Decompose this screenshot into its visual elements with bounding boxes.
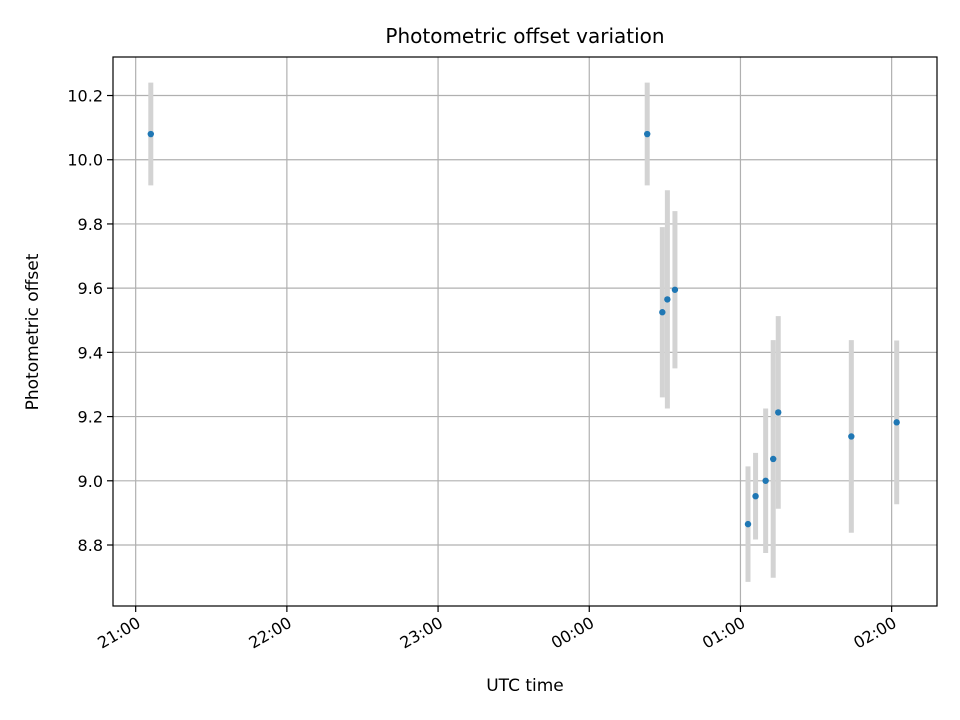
y-tick-label: 10.2 (67, 87, 103, 106)
y-tick-label: 9.8 (78, 215, 103, 234)
data-point (147, 130, 154, 138)
data-point (762, 477, 769, 484)
x-tick-label: 21:00 (94, 613, 143, 653)
data-point (671, 286, 679, 293)
grid (113, 57, 937, 606)
y-tick-label: 8.8 (78, 536, 103, 555)
x-tick-label: 22:00 (245, 613, 294, 653)
x-tick-label: 01:00 (699, 613, 748, 653)
data-point (775, 409, 782, 416)
y-tick-label: 10.0 (67, 151, 103, 170)
data-point (744, 520, 752, 528)
errorbars (148, 82, 900, 582)
x-tick-label: 00:00 (548, 613, 597, 653)
x-ticks: 21:00 22:00 23:00 00:00 01:00 02:00 (94, 606, 900, 653)
data-point (752, 493, 759, 500)
y-ticks: 8.8 9.0 9.2 9.4 9.6 9.8 10.0 10.2 (67, 87, 113, 555)
x-axis-label: UTC time (486, 676, 564, 696)
y-axis-label: Photometric offset (23, 253, 43, 410)
plot-frame (112, 56, 938, 607)
x-tick-label: 02:00 (850, 613, 899, 653)
data-point (664, 296, 671, 303)
x-tick-label: 23:00 (397, 613, 446, 653)
data-points (147, 130, 900, 528)
data-point (848, 433, 855, 440)
y-tick-label: 9.6 (78, 279, 103, 298)
y-tick-label: 9.0 (78, 472, 103, 491)
data-point (659, 309, 666, 316)
data-point (644, 130, 651, 138)
y-tick-label: 9.2 (78, 408, 103, 427)
data-point (770, 455, 777, 463)
data-point (893, 419, 900, 426)
chart-title: Photometric offset variation (385, 24, 664, 48)
y-tick-label: 9.4 (78, 343, 103, 362)
